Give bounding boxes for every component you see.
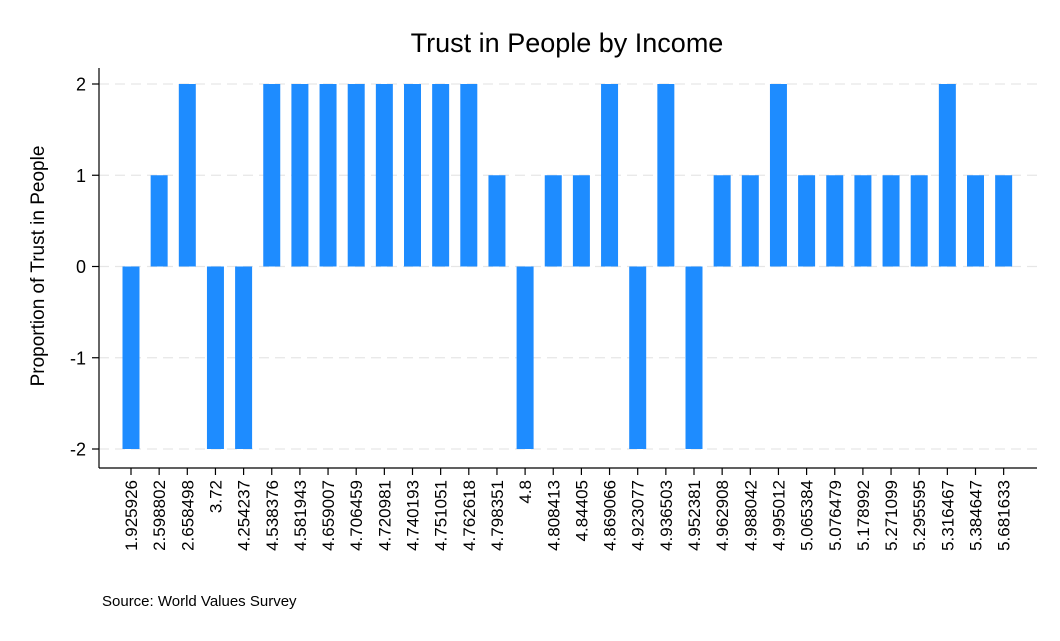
bar	[629, 266, 647, 449]
bar	[150, 175, 168, 267]
bar	[854, 175, 872, 267]
x-tick-label: 5.076479	[826, 480, 845, 551]
x-tick-label: 5.178992	[854, 480, 873, 551]
chart-title: Trust in People by Income	[411, 28, 724, 58]
x-tick-label: 2.598802	[150, 480, 169, 551]
x-tick-label: 4.952381	[685, 480, 704, 551]
x-tick-label: 2.658498	[178, 480, 197, 551]
bar	[544, 175, 562, 267]
x-tick-label: 4.706459	[347, 480, 366, 551]
bar	[404, 84, 421, 267]
bar	[826, 175, 844, 267]
x-tick-label: 4.988042	[741, 480, 760, 551]
x-ticks: 1.925926 2.598802 2.658498 3.72 4.254237 4.53…	[122, 468, 1014, 551]
y-tick-label: -1	[70, 348, 86, 368]
bar	[769, 84, 787, 267]
y-tick-label: 2	[76, 75, 86, 95]
bar	[460, 84, 478, 267]
x-tick-label: 4.659007	[319, 480, 338, 551]
x-tick-label: 3.72	[206, 480, 225, 513]
bar	[291, 84, 309, 267]
x-tick-label: 5.384647	[967, 480, 986, 551]
x-tick-label: 5.681633	[995, 480, 1014, 551]
x-tick-label: 5.065384	[798, 480, 817, 551]
bar	[122, 266, 140, 449]
x-tick-label: 4.762618	[460, 480, 479, 551]
bar	[572, 175, 590, 267]
bar	[206, 266, 224, 449]
source-note: Source: World Values Survey	[102, 593, 297, 610]
y-axis-label: Proportion of Trust in People	[28, 146, 49, 387]
x-tick-label: 5.316467	[938, 480, 957, 551]
x-tick-label: 4.869066	[601, 480, 620, 551]
bar	[910, 175, 928, 267]
x-tick-label: 4.581943	[291, 480, 310, 551]
x-tick-label: 4.923077	[629, 480, 648, 551]
bar	[938, 84, 956, 267]
x-tick-label: 4.808413	[544, 480, 563, 551]
bar	[488, 175, 506, 267]
x-tick-label: 4.962908	[713, 480, 732, 551]
bar	[657, 84, 675, 267]
bar	[798, 175, 816, 267]
x-tick-label: 4.254237	[235, 480, 254, 551]
bar	[178, 84, 196, 267]
x-tick-label: 4.936503	[657, 480, 676, 551]
bar	[882, 175, 900, 267]
x-tick-label: 4.751051	[432, 480, 451, 551]
y-ticks: -2 -1 0 1 2	[70, 75, 99, 460]
bar	[713, 175, 731, 267]
x-tick-label: 4.995012	[769, 480, 788, 551]
x-tick-label: 4.740193	[404, 480, 423, 551]
bar	[319, 84, 337, 267]
x-tick-label: 4.720981	[375, 480, 394, 551]
grid-lines	[99, 83, 1037, 450]
bar	[995, 175, 1013, 267]
bar	[347, 84, 365, 267]
bar	[967, 175, 984, 267]
bar	[516, 266, 534, 449]
bars	[122, 84, 1013, 449]
bar	[601, 84, 619, 267]
bar	[741, 175, 759, 267]
x-tick-label: 5.295595	[910, 480, 929, 551]
bar	[685, 266, 703, 449]
x-tick-label: 4.798351	[488, 480, 507, 551]
bar	[263, 84, 281, 267]
bar	[432, 84, 450, 267]
bar	[375, 84, 393, 267]
x-tick-label: 4.538376	[263, 480, 282, 551]
y-tick-label: -2	[70, 440, 86, 460]
x-tick-label: 4.84405	[572, 480, 591, 541]
x-tick-label: 5.271099	[882, 480, 901, 551]
axes	[98, 68, 1037, 469]
x-tick-label: 4.8	[516, 480, 535, 504]
y-tick-label: 0	[76, 257, 86, 277]
x-tick-label: 1.925926	[122, 480, 141, 551]
y-tick-label: 1	[76, 166, 86, 186]
bar	[235, 266, 253, 449]
